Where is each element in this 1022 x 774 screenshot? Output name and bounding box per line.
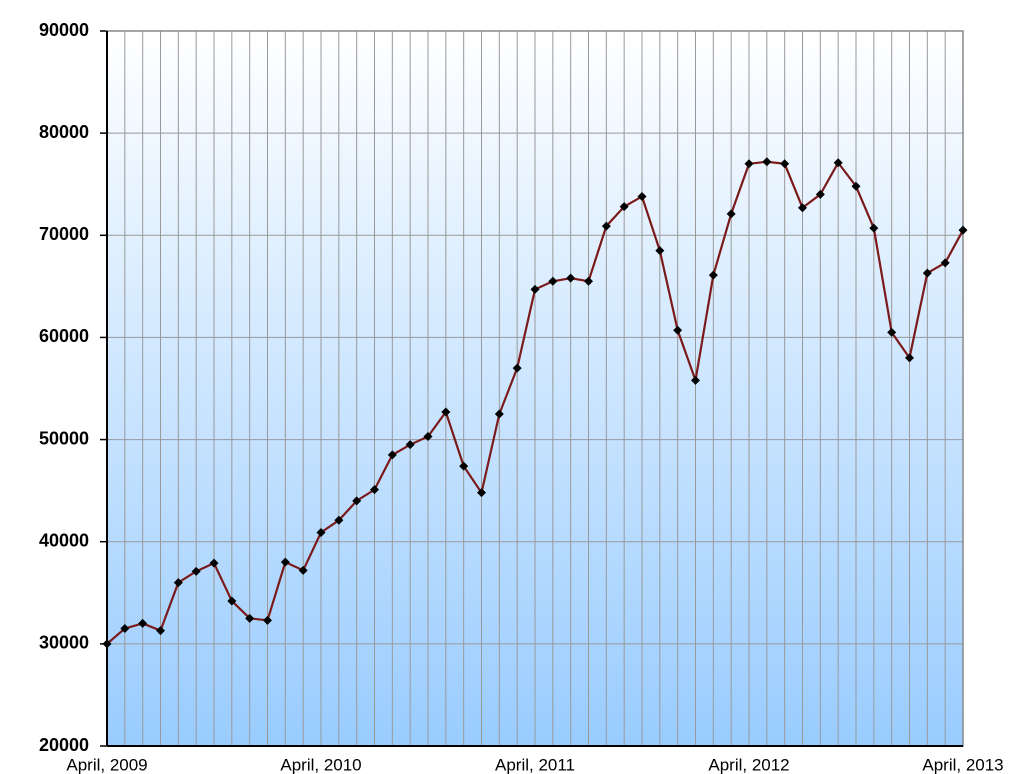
x-tick-label: April, 2010 bbox=[280, 755, 361, 774]
data-point bbox=[245, 613, 255, 623]
data-point bbox=[744, 159, 754, 169]
y-tick-label: 30000 bbox=[39, 633, 89, 653]
x-tick-label: April, 2011 bbox=[495, 755, 575, 774]
data-point bbox=[887, 327, 897, 337]
data-point bbox=[477, 488, 486, 498]
data-point bbox=[940, 258, 950, 268]
y-tick-label: 60000 bbox=[39, 326, 89, 346]
data-point bbox=[280, 557, 290, 567]
x-tick-label: April, 2013 bbox=[922, 755, 1003, 774]
data-point bbox=[298, 565, 308, 575]
data-point bbox=[530, 284, 540, 294]
data-point bbox=[922, 268, 932, 278]
data-point bbox=[405, 440, 415, 450]
data-point bbox=[138, 618, 148, 628]
data-point bbox=[726, 209, 736, 219]
data-point bbox=[637, 191, 647, 201]
data-point bbox=[512, 363, 522, 373]
data-point bbox=[958, 225, 968, 235]
data-point bbox=[762, 157, 772, 167]
data-point bbox=[601, 221, 611, 231]
data-point bbox=[833, 158, 843, 168]
data-point bbox=[780, 159, 790, 169]
data-point bbox=[584, 276, 593, 286]
x-tick-label: April, 2012 bbox=[708, 755, 789, 774]
y-tick-label: 70000 bbox=[39, 224, 89, 244]
data-point bbox=[441, 407, 451, 417]
data-point bbox=[423, 432, 433, 442]
x-tick-label: April, 2009 bbox=[66, 755, 147, 774]
data-point bbox=[869, 223, 879, 233]
y-tick-label: 40000 bbox=[39, 530, 89, 550]
data-point bbox=[459, 461, 469, 471]
data-point bbox=[798, 203, 807, 213]
data-point bbox=[316, 528, 326, 538]
data-point bbox=[173, 578, 183, 588]
data-point bbox=[851, 181, 861, 191]
data-point bbox=[352, 496, 362, 506]
data-point bbox=[191, 566, 201, 576]
data-point bbox=[691, 375, 700, 385]
data-point bbox=[102, 639, 112, 649]
data-point bbox=[655, 246, 665, 256]
data-point bbox=[566, 273, 576, 283]
data-point bbox=[334, 515, 344, 525]
data-point bbox=[209, 558, 219, 568]
data-point bbox=[619, 202, 629, 212]
y-tick-label: 80000 bbox=[39, 122, 89, 142]
y-tick-label: 20000 bbox=[39, 735, 89, 755]
data-point bbox=[227, 596, 237, 606]
data-point bbox=[387, 450, 397, 460]
data-point bbox=[905, 353, 914, 363]
y-tick-label: 90000 bbox=[39, 20, 89, 40]
data-point bbox=[263, 615, 272, 625]
data-point bbox=[815, 189, 825, 199]
data-point bbox=[494, 409, 504, 419]
data-point bbox=[673, 325, 683, 335]
data-point bbox=[708, 270, 718, 280]
data-point bbox=[370, 485, 379, 495]
data-point bbox=[156, 626, 165, 636]
data-point bbox=[120, 624, 130, 634]
y-tick-label: 50000 bbox=[39, 428, 89, 448]
data-point bbox=[548, 276, 558, 286]
